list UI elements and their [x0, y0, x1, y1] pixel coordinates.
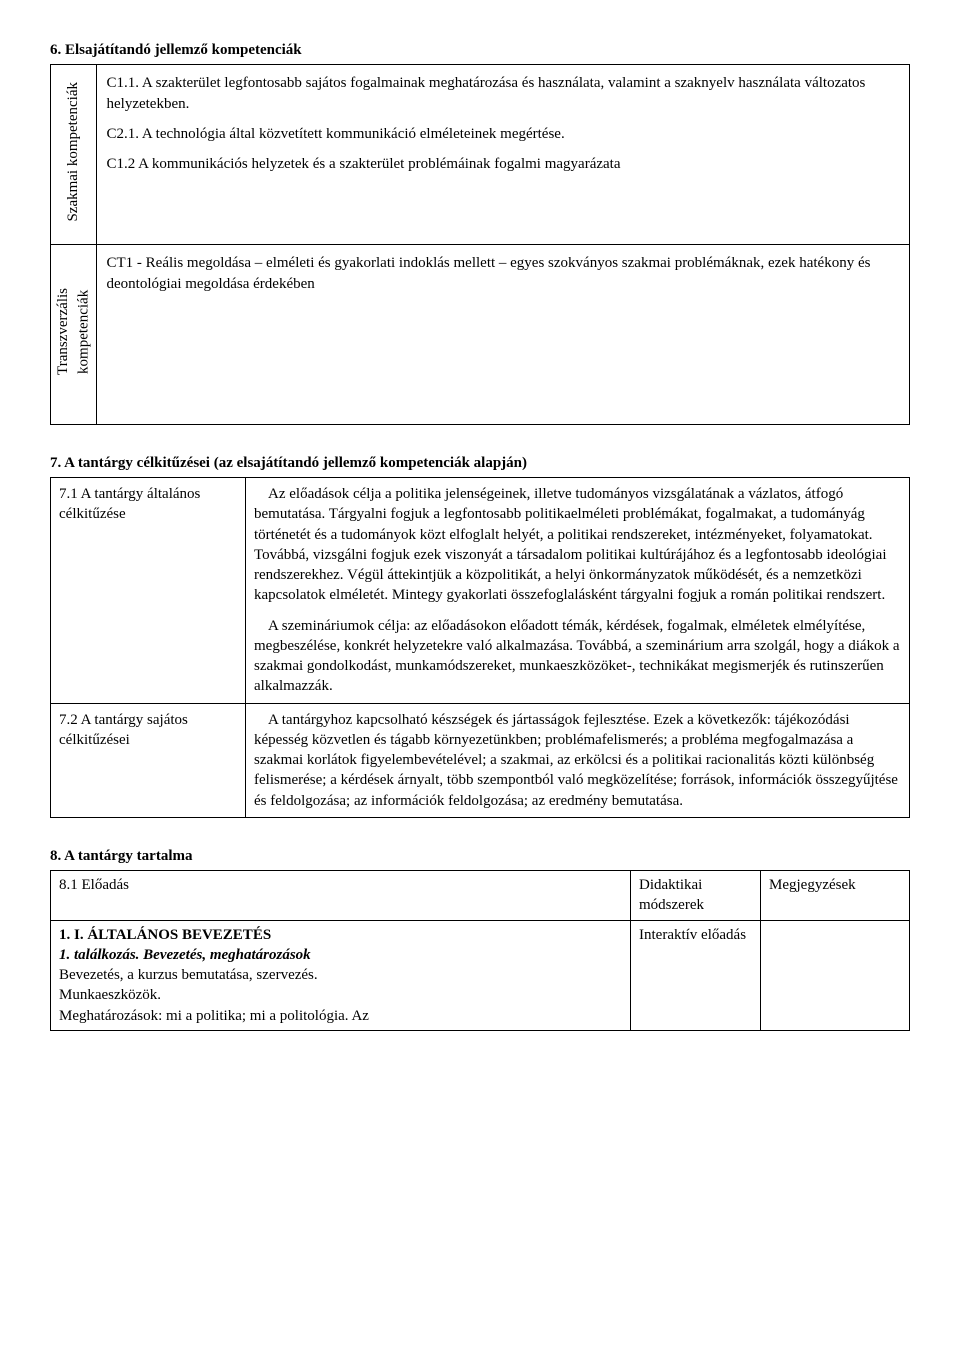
content-header-notes: Megjegyzések [761, 871, 910, 921]
objectives-table: 7.1 A tantárgy általános célkitűzése Az … [50, 477, 910, 818]
objective-text-specific: A tantárgyhoz kapcsolható készségek és j… [246, 703, 910, 817]
vertical-label-transzverzalis: Transzverzális kompetenciák [51, 278, 96, 385]
competencies-table: Szakmai kompetenciák C1.1. A szakterület… [50, 64, 910, 425]
objective-label-general: 7.1 A tantárgy általános célkitűzése [51, 478, 246, 704]
competency-paragraph: C1.2 A kommunikációs helyzetek és a szak… [107, 154, 900, 174]
objective-text-general: Az előadások célja a politika jelenségei… [246, 478, 910, 704]
competency-row-szakmai: Szakmai kompetenciák C1.1. A szakterület… [51, 65, 910, 245]
content-line: Meghatározások: mi a politika; mi a poli… [59, 1006, 622, 1026]
content-row: 1. I. ÁLTALÁNOS BEVEZETÉS 1. találkozás.… [51, 920, 910, 1030]
content-header-row: 8.1 Előadás Didaktikai módszerek Megjegy… [51, 871, 910, 921]
vertical-label-cell: Transzverzális kompetenciák [51, 245, 97, 425]
section7-heading: 7. A tantárgy célkitűzései (az elsajátít… [50, 453, 910, 473]
section8-heading: 8. A tantárgy tartalma [50, 846, 910, 866]
content-subtitle: 1. találkozás. Bevezetés, meghatározások [59, 945, 622, 965]
competency-paragraph: CT1 - Reális megoldása – elméleti és gya… [107, 253, 900, 294]
content-line: Munkaeszközök. [59, 985, 622, 1005]
objective-row-specific: 7.2 A tantárgy sajátos célkitűzései A ta… [51, 703, 910, 817]
competency-content-transzverzalis: CT1 - Reális megoldása – elméleti és gya… [96, 245, 910, 425]
objective-row-general: 7.1 A tantárgy általános célkitűzése Az … [51, 478, 910, 704]
objective-paragraph: Az előadások célja a politika jelenségei… [254, 484, 901, 606]
content-header-methods: Didaktikai módszerek [631, 871, 761, 921]
content-line: Bevezetés, a kurzus bemutatása, szervezé… [59, 965, 622, 985]
content-method-cell: Interaktív előadás [631, 920, 761, 1030]
section6-heading: 6. Elsajátítandó jellemző kompetenciák [50, 40, 910, 60]
vertical-label-szakmai: Szakmai kompetenciák [61, 72, 85, 232]
objective-label-specific: 7.2 A tantárgy sajátos célkitűzései [51, 703, 246, 817]
content-lecture-cell: 1. I. ÁLTALÁNOS BEVEZETÉS 1. találkozás.… [51, 920, 631, 1030]
content-table: 8.1 Előadás Didaktikai módszerek Megjegy… [50, 870, 910, 1031]
content-title: 1. I. ÁLTALÁNOS BEVEZETÉS [59, 925, 622, 945]
competency-paragraph: C1.1. A szakterület legfontosabb sajátos… [107, 73, 900, 114]
content-header-lecture: 8.1 Előadás [51, 871, 631, 921]
competency-content-szakmai: C1.1. A szakterület legfontosabb sajátos… [96, 65, 910, 245]
objective-paragraph: A szemináriumok célja: az előadásokon el… [254, 616, 901, 697]
vertical-label-cell: Szakmai kompetenciák [51, 65, 97, 245]
objective-paragraph: A tantárgyhoz kapcsolható készségek és j… [254, 710, 901, 811]
competency-paragraph: C2.1. A technológia által közvetített ko… [107, 124, 900, 144]
competency-row-transzverzalis: Transzverzális kompetenciák CT1 - Reális… [51, 245, 910, 425]
content-notes-cell [761, 920, 910, 1030]
